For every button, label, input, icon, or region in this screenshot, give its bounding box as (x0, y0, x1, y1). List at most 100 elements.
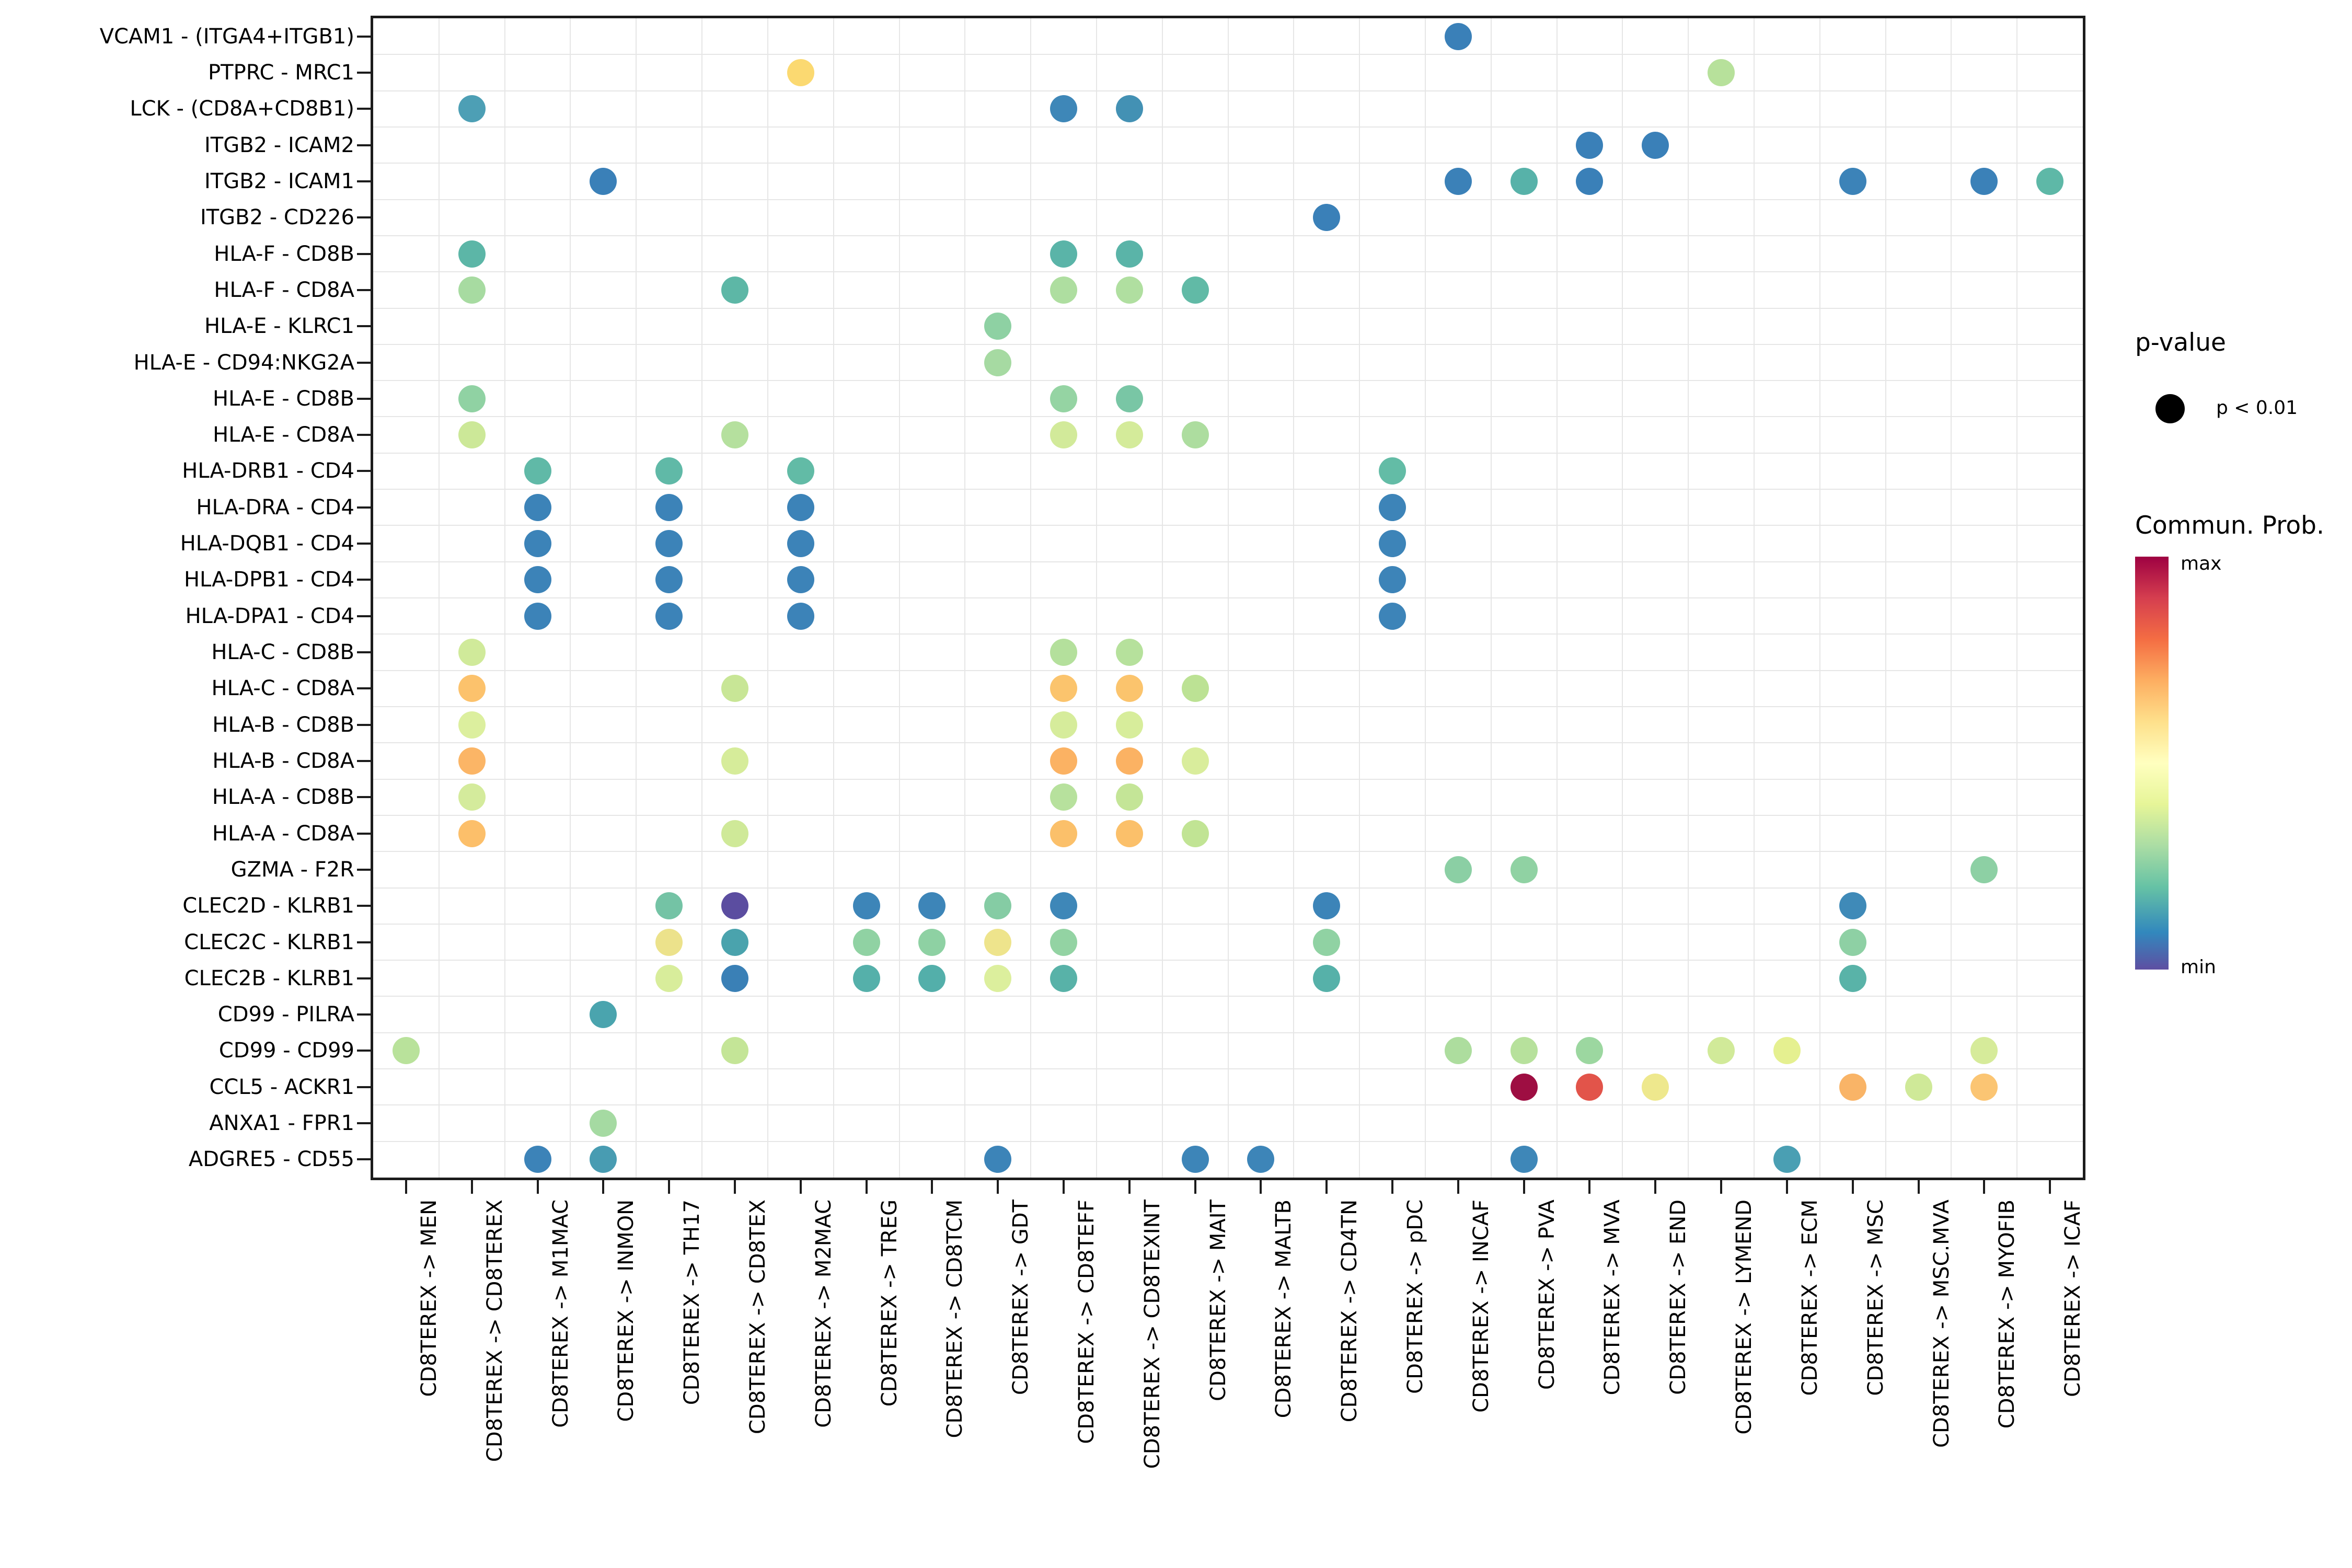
x-axis-label: CD8TEREX -> CD8TEX (745, 1200, 770, 1435)
data-dot (721, 747, 748, 775)
y-axis-label: HLA-F - CD8B (214, 241, 354, 266)
gridline-h (373, 452, 2083, 454)
data-dot (1576, 1073, 1604, 1101)
data-dot (458, 240, 486, 268)
data-dot (1181, 747, 1209, 775)
y-tick (357, 72, 371, 74)
data-dot (1050, 95, 1077, 123)
y-axis-label: HLA-E - CD8A (213, 423, 354, 447)
y-tick (357, 506, 371, 509)
data-dot (655, 964, 683, 992)
x-axis-label: CD8TEREX -> ICAF (2061, 1200, 2085, 1397)
y-tick (357, 144, 371, 146)
data-dot (458, 675, 486, 702)
data-dot (852, 928, 880, 956)
y-axis-label: CD99 - PILRA (217, 1002, 354, 1027)
data-dot (852, 892, 880, 920)
y-axis-label: HLA-A - CD8B (212, 785, 354, 810)
colorbar-max-label: max (2181, 553, 2222, 574)
y-axis-label: HLA-A - CD8A (212, 821, 354, 846)
y-tick (357, 1158, 371, 1161)
x-axis-label: CD8TEREX -> MSC.MVA (1929, 1200, 1954, 1448)
y-tick (357, 216, 371, 219)
data-dot (918, 928, 946, 956)
data-dot (655, 493, 683, 521)
x-axis-label: CD8TEREX -> CD8TEXINT (1140, 1200, 1165, 1469)
data-dot (1444, 22, 1472, 50)
x-axis-label: CD8TEREX -> MSC (1863, 1200, 1888, 1396)
y-tick (357, 832, 371, 835)
data-dot (458, 421, 486, 449)
data-dot (1115, 421, 1143, 449)
data-dot (721, 1037, 748, 1065)
data-dot (1181, 421, 1209, 449)
x-axis-label: CD8TEREX -> MEN (417, 1200, 441, 1397)
data-dot (721, 675, 748, 702)
data-dot (1313, 204, 1341, 232)
gridline-h (373, 996, 2083, 997)
y-axis-label: HLA-C - CD8A (211, 676, 354, 701)
data-dot (1115, 95, 1143, 123)
data-dot (787, 566, 814, 594)
gridline-h (373, 525, 2083, 526)
data-dot (1181, 675, 1209, 702)
data-dot (984, 892, 1012, 920)
y-axis-label: CCL5 - ACKR1 (209, 1075, 354, 1099)
data-dot (787, 59, 814, 86)
data-dot (787, 530, 814, 557)
y-axis-label: HLA-DRA - CD4 (196, 495, 354, 520)
x-axis-label: CD8TEREX -> TREG (877, 1200, 902, 1407)
data-dot (852, 964, 880, 992)
x-tick (1063, 1180, 1065, 1194)
data-dot (1444, 167, 1472, 195)
data-dot (1773, 1037, 1801, 1065)
gridline-h (373, 923, 2083, 925)
x-axis-label: CD8TEREX -> GDT (1009, 1200, 1033, 1395)
y-tick (357, 543, 371, 545)
data-dot (1115, 240, 1143, 268)
data-dot (918, 892, 946, 920)
data-dot (590, 1001, 617, 1029)
data-dot (458, 711, 486, 739)
x-axis-label: CD8TEREX -> MVA (1600, 1200, 1625, 1396)
data-dot (787, 457, 814, 485)
gridline-h (373, 380, 2083, 382)
y-tick (357, 1086, 371, 1088)
x-tick (733, 1180, 736, 1194)
y-axis-label: HLA-DQB1 - CD4 (180, 532, 354, 556)
data-dot (787, 493, 814, 521)
x-axis-label: CD8TEREX -> INCAF (1469, 1200, 1493, 1413)
data-dot (984, 313, 1012, 340)
data-dot (1379, 457, 1406, 485)
x-axis-label: CD8TEREX -> CD8TCM (943, 1200, 967, 1438)
data-dot (1839, 928, 1866, 956)
data-dot (1576, 131, 1604, 159)
x-axis-label: CD8TEREX -> CD8TEFF (1075, 1200, 1099, 1444)
data-dot (1050, 639, 1077, 666)
y-tick (357, 941, 371, 943)
x-axis-label: CD8TEREX -> CD4TN (1338, 1200, 1362, 1423)
x-tick (405, 1180, 407, 1194)
data-dot (1510, 856, 1538, 883)
x-tick (1128, 1180, 1131, 1194)
data-dot (1050, 747, 1077, 775)
y-axis-label: HLA-DPA1 - CD4 (185, 604, 354, 628)
data-dot (1050, 240, 1077, 268)
gridline-h (373, 597, 2083, 598)
y-axis-label: LCK - (CD8A+CD8B1) (130, 97, 354, 121)
y-tick (357, 397, 371, 400)
pvalue-legend-item: p < 0.01 (2216, 397, 2298, 419)
data-dot (1510, 1073, 1538, 1101)
data-dot (1642, 1073, 1669, 1101)
gridline-h (373, 633, 2083, 635)
data-dot (655, 602, 683, 630)
gridline-h (373, 851, 2083, 852)
gridline-h (373, 706, 2083, 707)
data-dot (1510, 167, 1538, 195)
x-tick (470, 1180, 473, 1194)
data-dot (1115, 783, 1143, 811)
x-tick (997, 1180, 999, 1194)
data-dot (1379, 493, 1406, 521)
data-dot (1379, 602, 1406, 630)
data-dot (1839, 167, 1866, 195)
